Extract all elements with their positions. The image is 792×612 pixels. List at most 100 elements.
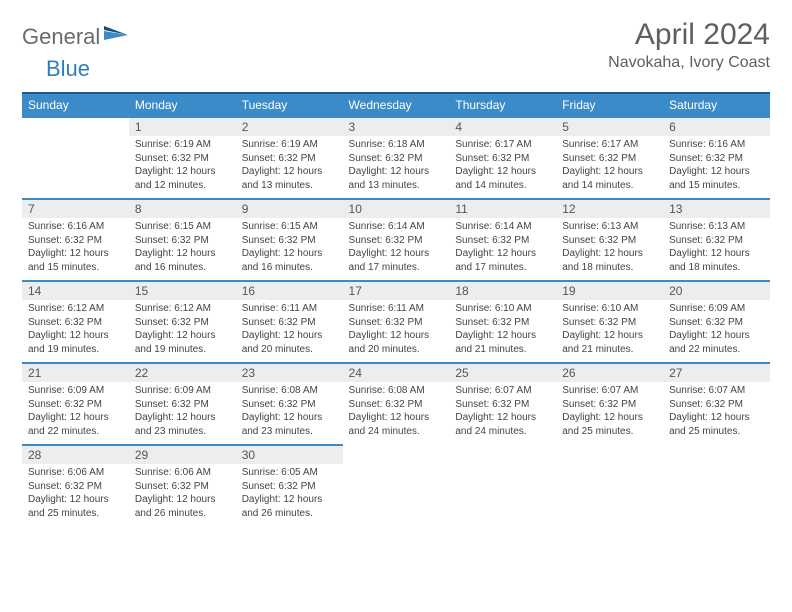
- day-number: 22: [129, 364, 236, 382]
- day-number: 26: [556, 364, 663, 382]
- sunrise-text: Sunrise: 6:17 AM: [562, 138, 657, 152]
- sunrise-text: Sunrise: 6:19 AM: [242, 138, 337, 152]
- sunset-text: Sunset: 6:32 PM: [135, 152, 230, 166]
- weekday-header: Thursday: [449, 93, 556, 117]
- daylight-text: Daylight: 12 hours and 16 minutes.: [135, 247, 230, 274]
- day-content: Sunrise: 6:15 AMSunset: 6:32 PMDaylight:…: [129, 218, 236, 278]
- sunset-text: Sunset: 6:32 PM: [562, 398, 657, 412]
- sunset-text: Sunset: 6:32 PM: [349, 398, 444, 412]
- sunrise-text: Sunrise: 6:06 AM: [28, 466, 123, 480]
- calendar-week-row: 28Sunrise: 6:06 AMSunset: 6:32 PMDayligh…: [22, 445, 770, 527]
- calendar-cell: 21Sunrise: 6:09 AMSunset: 6:32 PMDayligh…: [22, 363, 129, 445]
- page-title: April 2024: [608, 18, 770, 52]
- sunrise-text: Sunrise: 6:16 AM: [28, 220, 123, 234]
- calendar-table: Sunday Monday Tuesday Wednesday Thursday…: [22, 92, 770, 527]
- calendar-cell: 26Sunrise: 6:07 AMSunset: 6:32 PMDayligh…: [556, 363, 663, 445]
- day-content: Sunrise: 6:14 AMSunset: 6:32 PMDaylight:…: [343, 218, 450, 278]
- sunrise-text: Sunrise: 6:17 AM: [455, 138, 550, 152]
- calendar-cell: 6Sunrise: 6:16 AMSunset: 6:32 PMDaylight…: [663, 117, 770, 199]
- day-number: 20: [663, 282, 770, 300]
- day-number: 16: [236, 282, 343, 300]
- day-content: Sunrise: 6:11 AMSunset: 6:32 PMDaylight:…: [343, 300, 450, 360]
- calendar-cell: 29Sunrise: 6:06 AMSunset: 6:32 PMDayligh…: [129, 445, 236, 527]
- day-content: Sunrise: 6:12 AMSunset: 6:32 PMDaylight:…: [22, 300, 129, 360]
- day-number: 18: [449, 282, 556, 300]
- sunset-text: Sunset: 6:32 PM: [135, 234, 230, 248]
- sunrise-text: Sunrise: 6:08 AM: [242, 384, 337, 398]
- day-content: Sunrise: 6:15 AMSunset: 6:32 PMDaylight:…: [236, 218, 343, 278]
- day-number: 19: [556, 282, 663, 300]
- calendar-week-row: 21Sunrise: 6:09 AMSunset: 6:32 PMDayligh…: [22, 363, 770, 445]
- day-number: 8: [129, 200, 236, 218]
- daylight-text: Daylight: 12 hours and 12 minutes.: [135, 165, 230, 192]
- calendar-cell: [556, 445, 663, 527]
- day-content: Sunrise: 6:09 AMSunset: 6:32 PMDaylight:…: [663, 300, 770, 360]
- daylight-text: Daylight: 12 hours and 26 minutes.: [242, 493, 337, 520]
- logo-text-general: General: [22, 24, 100, 50]
- page-subtitle: Navokaha, Ivory Coast: [608, 54, 770, 72]
- day-content: Sunrise: 6:19 AMSunset: 6:32 PMDaylight:…: [236, 136, 343, 196]
- sunset-text: Sunset: 6:32 PM: [455, 398, 550, 412]
- day-content: Sunrise: 6:11 AMSunset: 6:32 PMDaylight:…: [236, 300, 343, 360]
- day-number: 27: [663, 364, 770, 382]
- sunset-text: Sunset: 6:32 PM: [349, 316, 444, 330]
- day-number: 11: [449, 200, 556, 218]
- daylight-text: Daylight: 12 hours and 14 minutes.: [455, 165, 550, 192]
- day-number: 3: [343, 118, 450, 136]
- day-number: 10: [343, 200, 450, 218]
- sunrise-text: Sunrise: 6:14 AM: [455, 220, 550, 234]
- calendar-cell: 10Sunrise: 6:14 AMSunset: 6:32 PMDayligh…: [343, 199, 450, 281]
- day-content: Sunrise: 6:05 AMSunset: 6:32 PMDaylight:…: [236, 464, 343, 524]
- daylight-text: Daylight: 12 hours and 21 minutes.: [562, 329, 657, 356]
- sunrise-text: Sunrise: 6:12 AM: [135, 302, 230, 316]
- day-number: 23: [236, 364, 343, 382]
- day-content: Sunrise: 6:17 AMSunset: 6:32 PMDaylight:…: [556, 136, 663, 196]
- sunrise-text: Sunrise: 6:13 AM: [669, 220, 764, 234]
- day-number: 7: [22, 200, 129, 218]
- sunset-text: Sunset: 6:32 PM: [455, 152, 550, 166]
- sunrise-text: Sunrise: 6:07 AM: [669, 384, 764, 398]
- sunset-text: Sunset: 6:32 PM: [562, 234, 657, 248]
- calendar-cell: 3Sunrise: 6:18 AMSunset: 6:32 PMDaylight…: [343, 117, 450, 199]
- calendar-cell: [449, 445, 556, 527]
- weekday-header: Friday: [556, 93, 663, 117]
- calendar-week-row: 14Sunrise: 6:12 AMSunset: 6:32 PMDayligh…: [22, 281, 770, 363]
- calendar-cell: 22Sunrise: 6:09 AMSunset: 6:32 PMDayligh…: [129, 363, 236, 445]
- day-number: 6: [663, 118, 770, 136]
- day-content: Sunrise: 6:09 AMSunset: 6:32 PMDaylight:…: [129, 382, 236, 442]
- sunset-text: Sunset: 6:32 PM: [242, 234, 337, 248]
- daylight-text: Daylight: 12 hours and 25 minutes.: [28, 493, 123, 520]
- sunrise-text: Sunrise: 6:16 AM: [669, 138, 764, 152]
- day-number: 2: [236, 118, 343, 136]
- day-content: Sunrise: 6:13 AMSunset: 6:32 PMDaylight:…: [556, 218, 663, 278]
- daylight-text: Daylight: 12 hours and 14 minutes.: [562, 165, 657, 192]
- calendar-cell: 30Sunrise: 6:05 AMSunset: 6:32 PMDayligh…: [236, 445, 343, 527]
- calendar-cell: 19Sunrise: 6:10 AMSunset: 6:32 PMDayligh…: [556, 281, 663, 363]
- day-number: 21: [22, 364, 129, 382]
- calendar-cell: 13Sunrise: 6:13 AMSunset: 6:32 PMDayligh…: [663, 199, 770, 281]
- daylight-text: Daylight: 12 hours and 17 minutes.: [349, 247, 444, 274]
- day-number: 25: [449, 364, 556, 382]
- calendar-cell: 27Sunrise: 6:07 AMSunset: 6:32 PMDayligh…: [663, 363, 770, 445]
- sunset-text: Sunset: 6:32 PM: [28, 398, 123, 412]
- day-content: Sunrise: 6:06 AMSunset: 6:32 PMDaylight:…: [22, 464, 129, 524]
- calendar-cell: 1Sunrise: 6:19 AMSunset: 6:32 PMDaylight…: [129, 117, 236, 199]
- daylight-text: Daylight: 12 hours and 25 minutes.: [669, 411, 764, 438]
- title-block: April 2024 Navokaha, Ivory Coast: [608, 18, 770, 72]
- calendar-cell: 24Sunrise: 6:08 AMSunset: 6:32 PMDayligh…: [343, 363, 450, 445]
- sunrise-text: Sunrise: 6:19 AM: [135, 138, 230, 152]
- page: General April 2024 Navokaha, Ivory Coast…: [0, 0, 792, 527]
- weekday-header: Saturday: [663, 93, 770, 117]
- day-number: 17: [343, 282, 450, 300]
- calendar-cell: 28Sunrise: 6:06 AMSunset: 6:32 PMDayligh…: [22, 445, 129, 527]
- calendar-cell: [22, 117, 129, 199]
- sunset-text: Sunset: 6:32 PM: [242, 152, 337, 166]
- sunrise-text: Sunrise: 6:18 AM: [349, 138, 444, 152]
- sunrise-text: Sunrise: 6:11 AM: [242, 302, 337, 316]
- day-content: Sunrise: 6:12 AMSunset: 6:32 PMDaylight:…: [129, 300, 236, 360]
- sunrise-text: Sunrise: 6:15 AM: [242, 220, 337, 234]
- daylight-text: Daylight: 12 hours and 24 minutes.: [349, 411, 444, 438]
- daylight-text: Daylight: 12 hours and 22 minutes.: [669, 329, 764, 356]
- sunset-text: Sunset: 6:32 PM: [669, 152, 764, 166]
- sunset-text: Sunset: 6:32 PM: [562, 316, 657, 330]
